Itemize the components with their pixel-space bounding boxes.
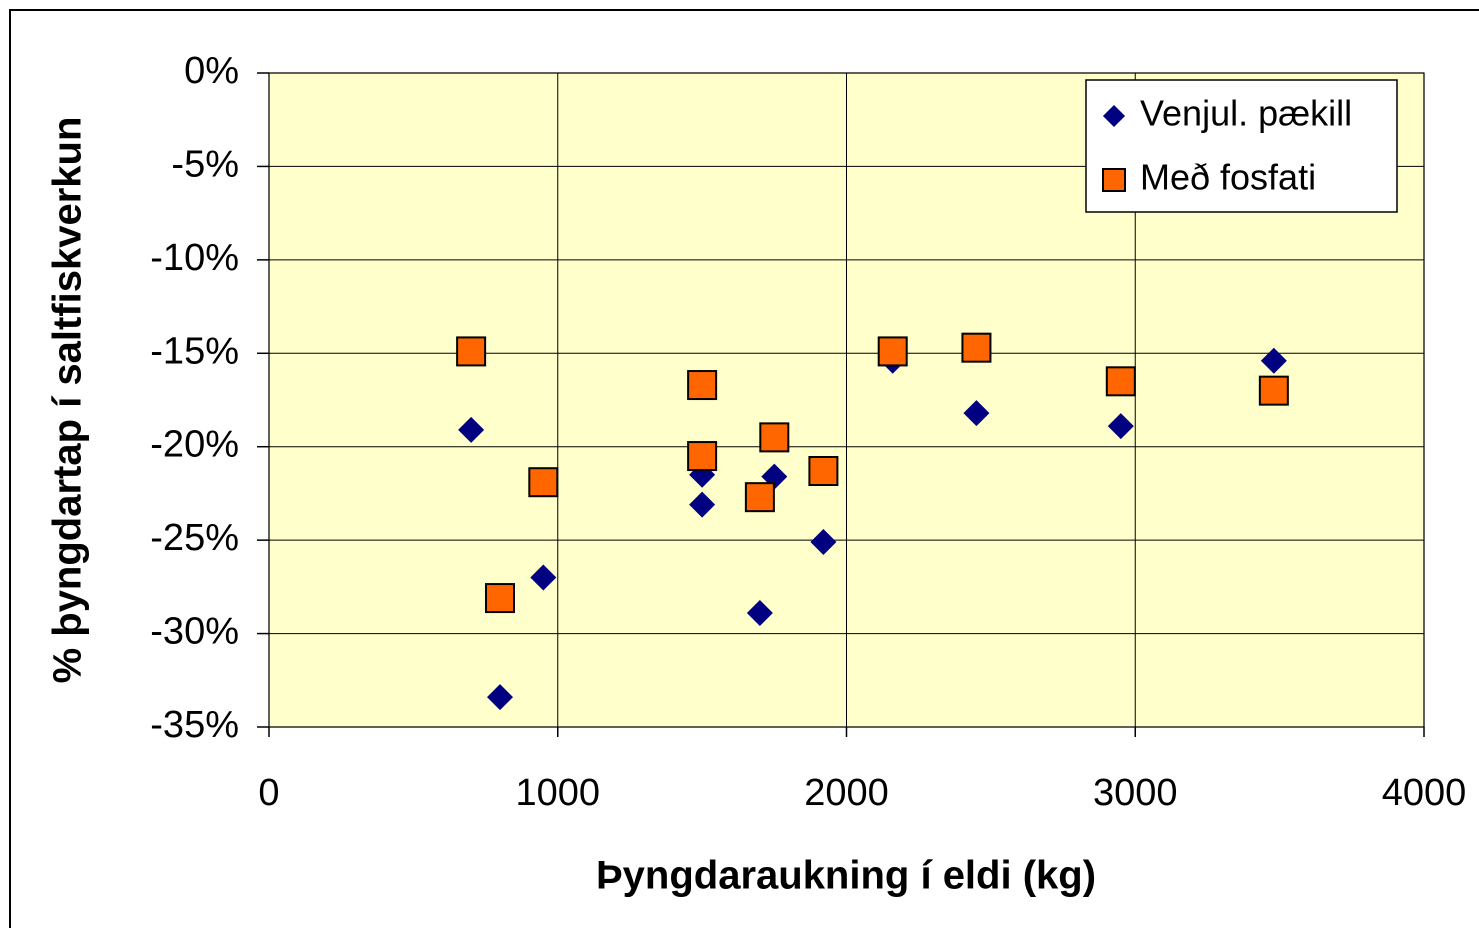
point: [961, 332, 992, 363]
point: [1260, 347, 1287, 374]
point: [810, 529, 837, 556]
point: [1258, 375, 1289, 406]
x-tick-label: 0: [258, 772, 279, 814]
point: [530, 564, 557, 591]
legend-label: Venjul. pækill: [1140, 93, 1352, 134]
point: [687, 441, 718, 472]
point: [689, 491, 716, 518]
legend-box: [1085, 79, 1398, 213]
x-tick-label: 4000: [1382, 772, 1467, 814]
x-tick-label: 2000: [804, 772, 889, 814]
y-tick-label: -30%: [150, 611, 239, 653]
y-tick-label: 0%: [184, 50, 239, 92]
y-axis-label: % þyngdartap í saltfiskverkun: [46, 117, 90, 684]
point: [808, 456, 839, 487]
x-tick-label: 1000: [515, 772, 600, 814]
point: [1107, 413, 1134, 440]
y-tick-label: -25%: [150, 517, 239, 559]
point: [877, 336, 908, 367]
x-tick-label: 3000: [1093, 772, 1178, 814]
y-tick-label: -20%: [150, 424, 239, 466]
point: [744, 482, 775, 513]
point: [1105, 366, 1136, 397]
point: [759, 422, 790, 453]
point: [963, 400, 990, 427]
point: [485, 583, 515, 614]
point: [746, 600, 773, 627]
point: [528, 467, 559, 498]
y-tick-label: -15%: [150, 330, 239, 372]
x-axis-label: Þyngdaraukning í eldi (kg): [596, 854, 1096, 898]
y-tick-label: -5%: [171, 143, 239, 185]
legend-marker: [1102, 104, 1126, 128]
point: [458, 416, 485, 443]
point: [687, 370, 718, 401]
legend-label: Með fosfati: [1140, 157, 1316, 198]
y-tick-label: -10%: [150, 237, 239, 279]
point: [456, 336, 487, 367]
legend-marker: [1102, 168, 1126, 192]
y-tick-label: -35%: [150, 704, 239, 746]
point: [487, 684, 513, 711]
